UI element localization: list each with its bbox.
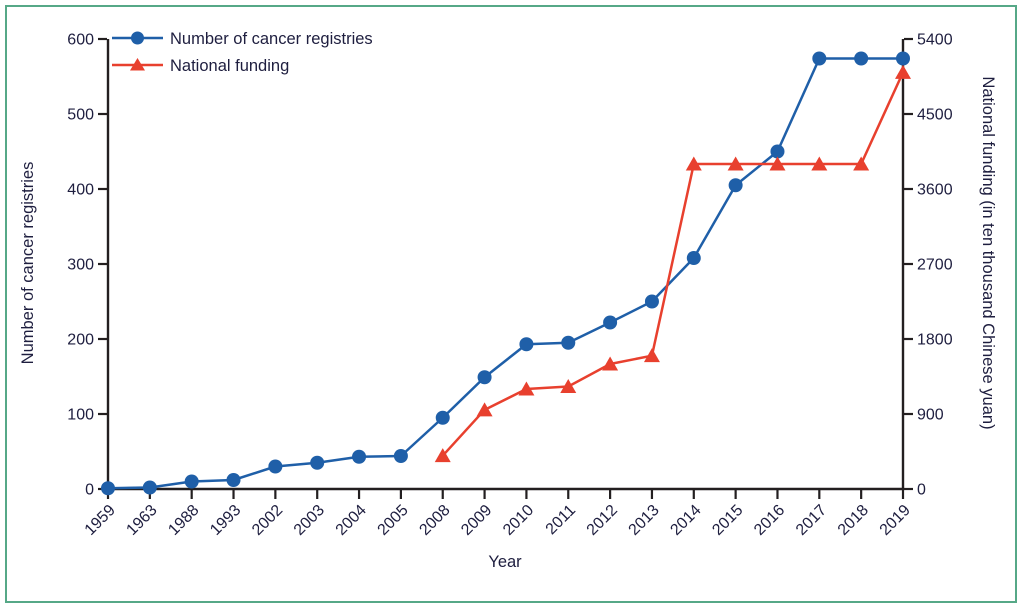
y-right-tick-label: 0	[917, 482, 926, 499]
left-axis-title: Number of cancer registries	[19, 162, 37, 365]
x-tick-label: 1988	[165, 502, 202, 539]
x-tick-label: 2015	[709, 502, 746, 539]
registries-point	[435, 410, 450, 425]
funding-line	[441, 71, 905, 457]
registries-point	[770, 144, 785, 159]
registries-point	[519, 337, 534, 352]
y-left-tick-label: 100	[67, 407, 94, 424]
registries-point	[268, 459, 283, 474]
funding-point	[769, 156, 786, 171]
registries-point	[728, 178, 743, 193]
registries-point	[142, 480, 157, 495]
funding-point	[811, 156, 828, 171]
funding-point	[727, 156, 744, 171]
registries-point	[352, 449, 367, 464]
x-tick-label: 2004	[333, 502, 370, 539]
x-tick-label: 2012	[584, 502, 621, 539]
funding-point	[685, 156, 702, 171]
y-right-tick-label: 2700	[917, 257, 953, 274]
y-left-tick-label: 0	[85, 482, 94, 499]
x-tick-label: 2009	[458, 502, 495, 539]
funding-point	[476, 402, 493, 417]
registries-point	[226, 473, 241, 487]
registries-point	[561, 335, 576, 350]
x-tick-label: 2003	[291, 502, 328, 539]
x-tick-label: 2014	[667, 502, 704, 539]
registries-point	[393, 449, 408, 463]
y-right-tick-label: 4500	[917, 107, 953, 124]
y-right-tick-label: 900	[917, 407, 944, 424]
legend-triangle-marker-icon	[130, 58, 145, 71]
registries-point	[644, 294, 659, 309]
funding-point	[434, 448, 451, 463]
funding-point	[853, 156, 870, 171]
registries-point	[686, 251, 701, 265]
x-tick-label: 2019	[877, 502, 914, 539]
legend-label: National funding	[170, 57, 289, 75]
y-right-tick-label: 5400	[917, 32, 953, 49]
funding-point	[602, 356, 619, 371]
y-left-tick-label: 600	[67, 32, 94, 49]
funding-point	[518, 381, 535, 396]
x-tick-label: 2018	[835, 502, 872, 539]
y-left-tick-label: 200	[67, 332, 94, 349]
x-tick-label: 1963	[123, 502, 160, 539]
x-tick-label: 2002	[249, 502, 286, 539]
registries-point	[477, 370, 492, 385]
x-tick-label: 2016	[751, 502, 788, 539]
chart-generated-content: 0 100 200 300 400 500 600 0 900 1800 2700 3600 4500 5…	[67, 30, 952, 539]
legend-circle-marker-icon	[131, 31, 144, 45]
right-axis-title: National funding (in ten thousand Chines…	[979, 76, 997, 429]
x-tick-label: 2017	[793, 502, 830, 539]
x-tick-label: 1993	[207, 502, 244, 539]
funding-point	[560, 379, 577, 393]
y-right-tick-label: 1800	[917, 332, 953, 349]
y-left-tick-label: 500	[67, 107, 94, 124]
registries-point	[310, 455, 325, 470]
registries-point	[603, 315, 618, 330]
y-left-tick-label: 400	[67, 182, 94, 199]
registries-point	[812, 51, 827, 66]
registries-point	[896, 51, 910, 66]
x-tick-label: 2013	[626, 502, 663, 539]
x-tick-label: 2008	[416, 502, 453, 539]
registries-point	[184, 474, 199, 489]
registries-point	[101, 481, 115, 496]
funding-point	[643, 348, 660, 363]
y-right-tick-label: 3600	[917, 182, 953, 199]
funding-point	[895, 64, 911, 79]
y-left-tick-label: 300	[67, 257, 94, 274]
x-tick-label: 2011	[543, 502, 579, 538]
x-axis-title: Year	[488, 553, 522, 571]
x-tick-label: 1959	[82, 502, 119, 539]
x-tick-label: 2005	[375, 502, 412, 539]
x-tick-label: 2010	[500, 502, 537, 539]
registries-line	[107, 57, 903, 490]
registries-point	[854, 51, 869, 66]
legend-label: Number of cancer registries	[170, 30, 373, 48]
